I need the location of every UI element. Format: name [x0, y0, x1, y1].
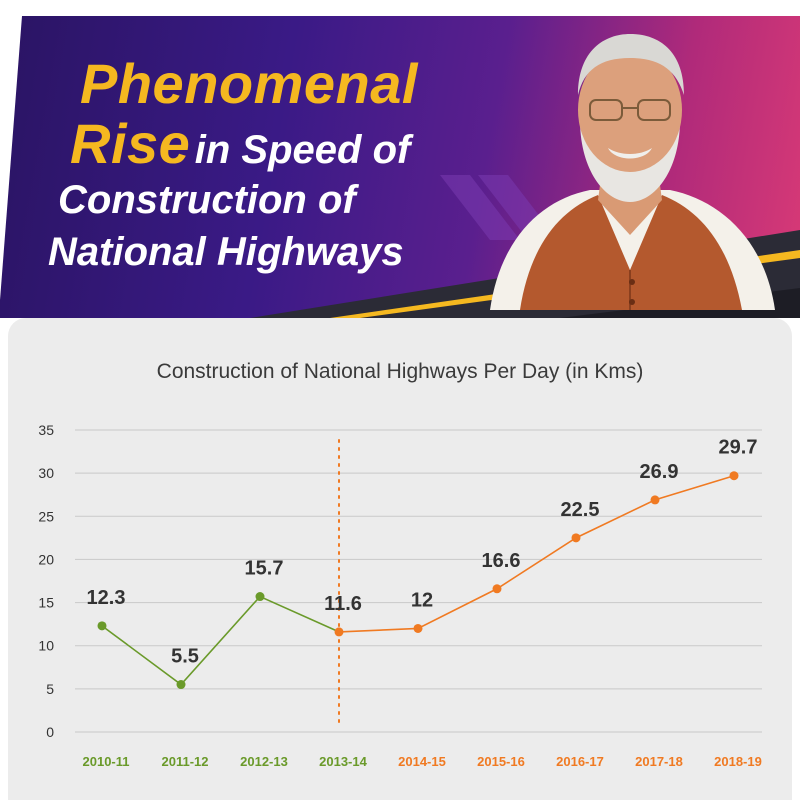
data-label: 5.5: [171, 646, 199, 668]
data-label: 16.6: [482, 550, 521, 572]
x-axis: 2010-11 2011-12 2012-13 2013-14 2014-15 2015-…: [83, 754, 762, 769]
x-tick-label: 2015-16: [477, 754, 525, 769]
data-labels: 12.3 5.5 15.7 11.6 12 16.6 22.5 26.9 29.7: [87, 437, 758, 668]
x-tick-label: 2010-11: [83, 754, 130, 769]
data-label: 12.3: [87, 587, 126, 609]
y-axis: 0 5 10 15 20 25 30 35: [38, 422, 54, 740]
series-line: [338, 474, 735, 633]
data-point: [413, 623, 423, 633]
y-tick-label: 35: [38, 422, 54, 438]
chart-title: Construction of National Highways Per Da…: [156, 360, 644, 383]
data-label: 22.5: [561, 499, 600, 521]
title-highlight-phenomenal: Phenomenal: [80, 52, 418, 115]
x-tick-label: 2018-19: [714, 754, 762, 769]
series-line: [101, 595, 340, 686]
series-lines: [101, 474, 735, 686]
chart-grid: [75, 429, 762, 733]
x-tick-label: 2011-12: [162, 754, 209, 769]
data-point: [334, 627, 344, 637]
title-line-2: Rise in Speed of: [70, 116, 410, 172]
data-point: [571, 533, 581, 543]
x-tick-label: 2012-13: [240, 754, 288, 769]
x-tick-label: 2013-14: [319, 754, 367, 769]
title-line-4: National Highways: [48, 230, 404, 274]
data-label: 11.6: [324, 593, 362, 615]
data-label: 29.7: [719, 437, 758, 459]
title-line-1: Phenomenal: [80, 56, 418, 112]
x-tick-label: 2016-17: [556, 754, 604, 769]
x-tick-label: 2017-18: [635, 754, 683, 769]
data-label: 15.7: [245, 558, 284, 580]
y-tick-label: 30: [38, 465, 54, 481]
leader-portrait: [490, 34, 775, 310]
data-point: [492, 584, 502, 594]
title-text-speed: in Speed of: [194, 128, 411, 172]
y-tick-label: 10: [38, 638, 54, 654]
y-tick-label: 20: [38, 551, 54, 567]
data-point: [176, 680, 186, 690]
y-tick-label: 25: [38, 508, 54, 524]
data-point: [729, 471, 739, 481]
x-tick-label: 2014-15: [398, 754, 446, 769]
title-line-3: Construction of: [58, 178, 356, 222]
title-highlight-rise: Rise: [70, 112, 191, 175]
data-point: [255, 592, 265, 602]
data-label: 26.9: [640, 461, 679, 483]
y-tick-label: 15: [38, 595, 54, 611]
data-point: [97, 621, 107, 631]
data-points: [97, 471, 739, 690]
data-point: [650, 495, 660, 505]
y-tick-label: 0: [46, 724, 54, 740]
data-label: 12: [411, 589, 433, 611]
y-tick-label: 5: [46, 681, 54, 697]
banner: Phenomenal Rise in Speed of Construction…: [0, 0, 800, 318]
